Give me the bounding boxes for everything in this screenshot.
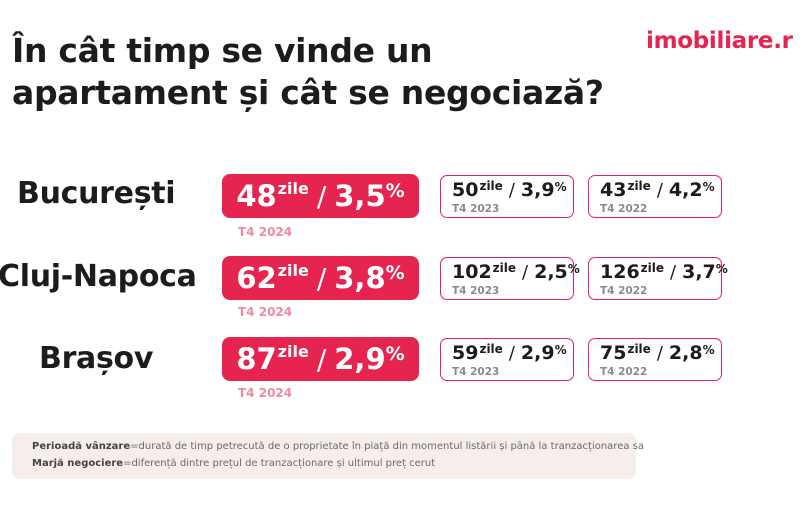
percent-sign: % [385, 180, 405, 202]
separator: / [508, 342, 515, 364]
days-value: 75 [600, 342, 627, 364]
brand-logo: imobiliare.r [646, 28, 793, 54]
days-unit: zile [627, 179, 651, 193]
margin-value: 3,9 [520, 179, 555, 201]
note-term: Perioadă vânzare [32, 441, 131, 452]
note-definition: =durată de timp petrecută de o proprieta… [130, 441, 644, 452]
note-term: Marjă negociere [32, 458, 124, 469]
days-unit: zile [277, 179, 309, 198]
days-unit: zile [479, 342, 503, 356]
percent-sign: % [715, 262, 728, 276]
days-value: 87 [236, 342, 277, 376]
period-label: T4 2024 [238, 386, 293, 400]
current-stat-box: 62 zile /3,8% [222, 256, 419, 300]
margin-value: 4,2 [668, 179, 703, 201]
separator: / [670, 261, 677, 283]
city-label: Cluj-Napoca [0, 259, 197, 294]
note-definition: =diferență dintre prețul de tranzacționa… [123, 458, 436, 469]
separator: / [522, 261, 529, 283]
period-label: T4 2024 [238, 305, 293, 319]
percent-sign: % [702, 343, 715, 357]
period-label: T4 2022 [600, 203, 648, 215]
city-label: București [17, 176, 176, 211]
margin-value: 2,8 [668, 342, 703, 364]
days-value: 43 [600, 179, 627, 201]
prev-stat-box: 102 zile /2,5% T4 2023 [440, 257, 580, 300]
percent-sign: % [385, 262, 405, 284]
definitions-note: Perioadă vânzare=durată de timp petrecut… [12, 433, 644, 479]
percent-sign: % [702, 180, 715, 194]
prev-stat-box: 126 zile /3,7% T4 2022 [588, 257, 728, 300]
separator: / [656, 342, 663, 364]
period-label: T4 2023 [452, 203, 500, 215]
days-unit: zile [627, 342, 651, 356]
period-label: T4 2022 [600, 285, 648, 297]
margin-value: 3,8 [334, 261, 386, 295]
days-value: 62 [236, 261, 277, 295]
prev-stat-box: 59 zile /2,9% T4 2023 [440, 338, 574, 381]
separator: / [656, 179, 663, 201]
page-title: În cât timp se vinde un apartament și câ… [12, 31, 604, 112]
days-value: 48 [236, 179, 277, 213]
prev-stat-box: 43 zile /4,2% T4 2022 [588, 175, 722, 218]
days-unit: zile [277, 342, 309, 361]
current-stat-box: 87 zile /2,9% [222, 337, 419, 381]
separator: / [316, 261, 327, 295]
period-label: T4 2023 [452, 366, 500, 378]
percent-sign: % [567, 262, 580, 276]
margin-value: 2,9 [520, 342, 555, 364]
current-stat-box: 48 zile /3,5% [222, 174, 419, 218]
days-unit: zile [479, 179, 503, 193]
city-label: Brașov [39, 341, 154, 376]
percent-sign: % [385, 343, 405, 365]
days-value: 50 [452, 179, 479, 201]
margin-value: 2,5 [534, 261, 568, 283]
days-value: 59 [452, 342, 479, 364]
percent-sign: % [554, 180, 567, 194]
separator: / [316, 342, 327, 376]
note-line: Perioadă vânzare=durată de timp petrecut… [32, 441, 644, 452]
percent-sign: % [554, 343, 567, 357]
days-unit: zile [640, 261, 665, 275]
days-unit: zile [277, 261, 309, 280]
note-line: Marjă negociere=diferență dintre prețul … [32, 458, 435, 469]
margin-value: 3,7 [682, 261, 716, 283]
separator: / [316, 179, 327, 213]
days-value: 102 [452, 261, 492, 283]
days-unit: zile [492, 261, 517, 275]
prev-stat-box: 50 zile /3,9% T4 2023 [440, 175, 574, 218]
separator: / [508, 179, 515, 201]
margin-value: 3,5 [334, 179, 386, 213]
margin-value: 2,9 [334, 342, 386, 376]
period-label: T4 2022 [600, 366, 648, 378]
days-value: 126 [600, 261, 640, 283]
period-label: T4 2023 [452, 285, 500, 297]
prev-stat-box: 75 zile /2,8% T4 2022 [588, 338, 722, 381]
period-label: T4 2024 [238, 225, 293, 239]
